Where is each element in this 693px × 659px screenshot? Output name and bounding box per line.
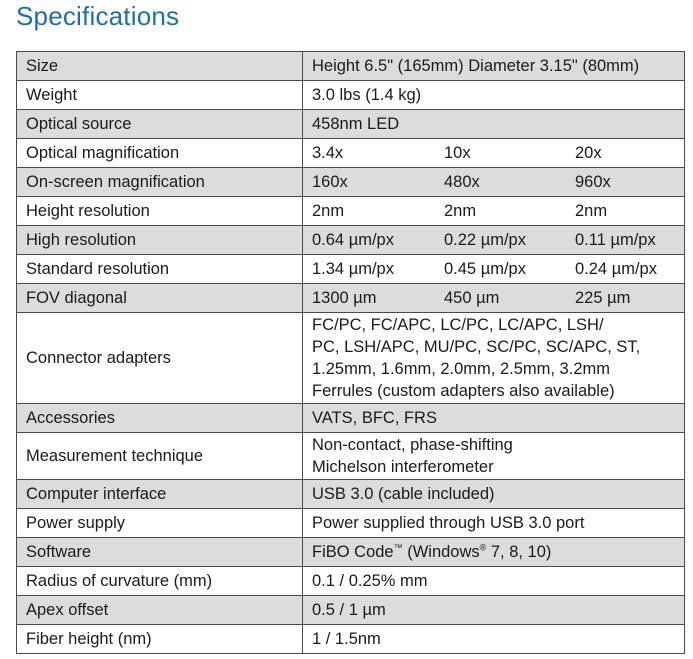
trademark-symbol: ™ bbox=[393, 542, 403, 553]
specifications-table: Size Height 6.5" (165mm) Diameter 3.15" … bbox=[16, 51, 685, 654]
row-label: Software bbox=[16, 537, 303, 567]
row-label: On-screen magnification bbox=[16, 167, 303, 197]
table-row-optical-source: Optical source 458nm LED bbox=[16, 109, 685, 139]
table-row-fov-diagonal: FOV diagonal 1300 µm 450 µm 225 µm bbox=[16, 283, 685, 313]
value-col-3: 20x bbox=[575, 144, 602, 162]
value-line: Michelson interferometer bbox=[312, 458, 494, 476]
table-row-connector-adapters: Connector adapters FC/PC, FC/APC, LC/PC,… bbox=[16, 312, 685, 404]
table-row-on-screen-magnification: On-screen magnification 160x 480x 960x bbox=[16, 167, 685, 197]
table-row-optical-magnification: Optical magnification 3.4x 10x 20x bbox=[16, 138, 685, 168]
row-label: High resolution bbox=[16, 225, 303, 255]
row-value: 0.64 µm/px 0.22 µm/px 0.11 µm/px bbox=[302, 225, 685, 255]
value-col-3: 225 µm bbox=[575, 289, 631, 307]
value-col-1: 3.4x bbox=[312, 144, 344, 162]
row-label: Computer interface bbox=[16, 479, 303, 509]
software-versions: 7, 8, 10) bbox=[486, 543, 552, 561]
value-col-1: 1300 µm bbox=[312, 289, 377, 307]
value-col-2: 0.22 µm/px bbox=[444, 231, 526, 249]
value-line: FC/PC, FC/APC, LC/PC, LC/APC, LSH/ bbox=[312, 316, 604, 334]
row-label: Weight bbox=[16, 80, 303, 110]
row-value: 1.34 µm/px 0.45 µm/px 0.24 µm/px bbox=[302, 254, 685, 284]
table-row-radius-of-curvature: Radius of curvature (mm) 0.1 / 0.25% mm bbox=[16, 566, 685, 596]
row-value: 3.4x 10x 20x bbox=[302, 138, 685, 168]
value-col-2: 480x bbox=[444, 173, 480, 191]
row-label: Measurement technique bbox=[16, 432, 303, 480]
value-line: Non-contact, phase-shifting bbox=[312, 436, 513, 454]
row-label: Fiber height (nm) bbox=[16, 624, 303, 654]
row-value: USB 3.0 (cable included) bbox=[302, 479, 685, 509]
value-col-1: 0.64 µm/px bbox=[312, 231, 394, 249]
page-title: Specifications bbox=[16, 1, 180, 31]
row-value: 0.1 / 0.25% mm bbox=[302, 566, 685, 596]
value-col-2: 0.45 µm/px bbox=[444, 260, 526, 278]
row-value: Non-contact, phase-shifting Michelson in… bbox=[302, 432, 685, 480]
value-line: Ferrules (custom adapters also available… bbox=[312, 382, 615, 400]
row-label: Radius of curvature (mm) bbox=[16, 566, 303, 596]
table-row-standard-resolution: Standard resolution 1.34 µm/px 0.45 µm/p… bbox=[16, 254, 685, 284]
row-label: Optical magnification bbox=[16, 138, 303, 168]
table-row-high-resolution: High resolution 0.64 µm/px 0.22 µm/px 0.… bbox=[16, 225, 685, 255]
row-label: Apex offset bbox=[16, 595, 303, 625]
value-line: 1.25mm, 1.6mm, 2.0mm, 2.5mm, 3.2mm bbox=[312, 360, 610, 378]
row-label: Connector adapters bbox=[16, 312, 303, 404]
row-value: 1 / 1.5nm bbox=[302, 624, 685, 654]
row-label: Optical source bbox=[16, 109, 303, 139]
row-value: Power supplied through USB 3.0 port bbox=[302, 508, 685, 538]
row-label: Height resolution bbox=[16, 196, 303, 226]
row-value: 3.0 lbs (1.4 kg) bbox=[302, 80, 685, 110]
table-row-accessories: Accessories VATS, BFC, FRS bbox=[16, 403, 685, 433]
row-value: Height 6.5" (165mm) Diameter 3.15" (80mm… bbox=[302, 51, 685, 81]
row-value: 0.5 / 1 µm bbox=[302, 595, 685, 625]
row-value: 458nm LED bbox=[302, 109, 685, 139]
table-row-measurement-technique: Measurement technique Non-contact, phase… bbox=[16, 432, 685, 480]
value-col-1: 2nm bbox=[312, 202, 345, 220]
table-row-computer-interface: Computer interface USB 3.0 (cable includ… bbox=[16, 479, 685, 509]
table-row-apex-offset: Apex offset 0.5 / 1 µm bbox=[16, 595, 685, 625]
value-col-3: 0.11 µm/px bbox=[575, 231, 656, 249]
row-value: VATS, BFC, FRS bbox=[302, 403, 685, 433]
software-name: FiBO Code bbox=[312, 543, 394, 561]
row-value: 2nm 2nm 2nm bbox=[302, 196, 685, 226]
row-value: 1300 µm 450 µm 225 µm bbox=[302, 283, 685, 313]
table-row-height-resolution: Height resolution 2nm 2nm 2nm bbox=[16, 196, 685, 226]
value-col-3: 2nm bbox=[575, 202, 608, 220]
value-line: PC, LSH/APC, MU/PC, SC/PC, SC/APC, ST, bbox=[312, 338, 641, 356]
row-value: 160x 480x 960x bbox=[302, 167, 685, 197]
table-row-weight: Weight 3.0 lbs (1.4 kg) bbox=[16, 80, 685, 110]
row-label: Standard resolution bbox=[16, 254, 303, 284]
row-label: Accessories bbox=[16, 403, 303, 433]
row-label: Power supply bbox=[16, 508, 303, 538]
value-col-2: 10x bbox=[444, 144, 471, 162]
row-label: FOV diagonal bbox=[16, 283, 303, 313]
table-row-fiber-height: Fiber height (nm) 1 / 1.5nm bbox=[16, 624, 685, 654]
value-col-1: 1.34 µm/px bbox=[312, 260, 394, 278]
value-col-3: 960x bbox=[575, 173, 611, 191]
table-row-software: Software FiBO Code™ (Windows® 7, 8, 10) bbox=[16, 537, 685, 567]
row-value: FC/PC, FC/APC, LC/PC, LC/APC, LSH/ PC, L… bbox=[302, 312, 685, 404]
table-row-size: Size Height 6.5" (165mm) Diameter 3.15" … bbox=[16, 51, 685, 81]
row-label: Size bbox=[16, 51, 303, 81]
value-col-1: 160x bbox=[312, 173, 348, 191]
table-row-power-supply: Power supply Power supplied through USB … bbox=[16, 508, 685, 538]
registered-symbol: ® bbox=[479, 542, 487, 553]
software-os: (Windows bbox=[402, 543, 480, 561]
value-col-2: 450 µm bbox=[444, 289, 500, 307]
value-col-3: 0.24 µm/px bbox=[575, 260, 657, 278]
value-col-2: 2nm bbox=[444, 202, 477, 220]
row-value: FiBO Code™ (Windows® 7, 8, 10) bbox=[302, 537, 685, 567]
